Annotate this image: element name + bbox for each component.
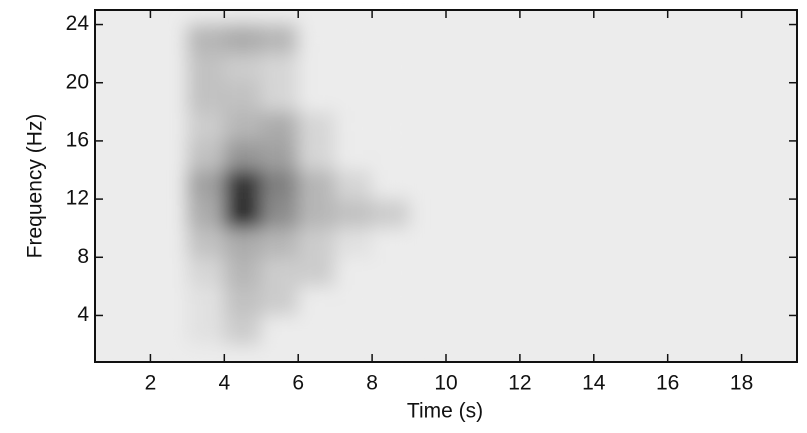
- x-tick-label: 14: [582, 372, 606, 395]
- heat-cell: [372, 140, 410, 170]
- heat-cell: [372, 24, 410, 54]
- heat-cell: [298, 111, 336, 141]
- heat-cell: [187, 199, 225, 229]
- heat-cell: [261, 315, 299, 345]
- heat-cell: [335, 228, 373, 258]
- heat-cell: [335, 53, 373, 83]
- heat-cell: [224, 53, 262, 83]
- heat-cell: [372, 286, 410, 316]
- heat-cell: [224, 315, 262, 345]
- heat-cell: [372, 170, 410, 200]
- heat-cell: [261, 170, 299, 200]
- heat-cell: [224, 82, 262, 112]
- heat-cell: [298, 24, 336, 54]
- heat-cell: [187, 228, 225, 258]
- heat-cell: [372, 315, 410, 345]
- x-tick-label: 2: [145, 372, 157, 395]
- heat-cell: [261, 257, 299, 287]
- y-tick-label: 8: [77, 245, 89, 268]
- heat-cell: [335, 315, 373, 345]
- x-tick-label: 4: [218, 372, 230, 395]
- heat-cell: [187, 140, 225, 170]
- heat-cell: [187, 24, 225, 54]
- heat-cell: [261, 111, 299, 141]
- heat-cell: [261, 286, 299, 316]
- spectrogram: [187, 24, 410, 345]
- heat-cell: [298, 286, 336, 316]
- heat-cell: [187, 82, 225, 112]
- heat-cell: [261, 24, 299, 54]
- y-tick-label: 20: [66, 70, 89, 93]
- heat-cell: [372, 199, 410, 229]
- y-tick-label: 12: [66, 187, 89, 210]
- heat-cell: [187, 257, 225, 287]
- heat-cell: [335, 140, 373, 170]
- y-tick-label: 16: [66, 128, 89, 151]
- heat-cell: [224, 170, 262, 200]
- heat-cell: [187, 111, 225, 141]
- heat-cell: [335, 199, 373, 229]
- y-tick-label: 4: [77, 303, 89, 326]
- heat-cell: [261, 82, 299, 112]
- heat-cell: [298, 140, 336, 170]
- heat-cell: [372, 111, 410, 141]
- x-tick-label: 8: [366, 372, 378, 395]
- heat-cell: [187, 286, 225, 316]
- heat-cell: [224, 257, 262, 287]
- heat-cell: [224, 286, 262, 316]
- x-tick-label: 6: [292, 372, 304, 395]
- heat-cell: [298, 257, 336, 287]
- heat-cell: [224, 111, 262, 141]
- heat-cell: [224, 228, 262, 258]
- heat-cell: [298, 228, 336, 258]
- heat-cell: [335, 111, 373, 141]
- heat-cell: [372, 82, 410, 112]
- y-axis-label: Frequency (Hz): [24, 114, 47, 259]
- heat-cell: [335, 24, 373, 54]
- heat-cell: [298, 53, 336, 83]
- heat-cell: [372, 228, 410, 258]
- heat-cell: [261, 53, 299, 83]
- heat-cell: [372, 257, 410, 287]
- heat-cell: [298, 170, 336, 200]
- heat-cell: [187, 53, 225, 83]
- heat-cell: [261, 228, 299, 258]
- heat-cell: [372, 53, 410, 83]
- heat-cell: [261, 199, 299, 229]
- heat-cell: [335, 82, 373, 112]
- heat-cell: [298, 82, 336, 112]
- heat-cell: [187, 170, 225, 200]
- heat-cell: [335, 286, 373, 316]
- x-tick-label: 16: [656, 372, 679, 395]
- heat-cell: [298, 199, 336, 229]
- x-tick-label: 18: [730, 372, 753, 395]
- heat-cell: [187, 315, 225, 345]
- heat-cell: [261, 140, 299, 170]
- heat-cell: [224, 140, 262, 170]
- heat-cell: [224, 199, 262, 229]
- x-tick-label: 10: [434, 372, 457, 395]
- heat-cell: [224, 24, 262, 54]
- heat-cell: [335, 257, 373, 287]
- heat-cell: [298, 315, 336, 345]
- heat-cell: [335, 170, 373, 200]
- y-tick-label: 24: [66, 12, 90, 35]
- x-tick-label: 12: [508, 372, 531, 395]
- x-axis-label: Time (s): [407, 400, 483, 423]
